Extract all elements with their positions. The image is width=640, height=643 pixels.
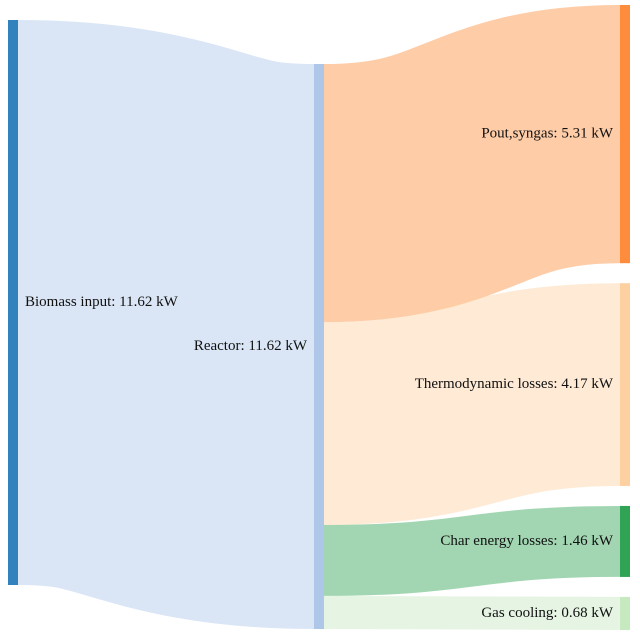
link [322, 283, 622, 525]
link [323, 505, 621, 596]
node [620, 505, 630, 577]
link [321, 5, 623, 323]
node-label: Reactor: 11.62 kW [194, 338, 308, 354]
node-label: Pout,syngas: 5.31 kW [481, 126, 614, 142]
node [620, 596, 630, 630]
node [620, 283, 630, 486]
node-label: Biomass input: 11.62 kW [25, 294, 179, 310]
node-label: Gas cooling: 0.68 kW [481, 605, 613, 621]
node-label: Char energy losses: 1.46 kW [440, 533, 613, 549]
node [314, 64, 324, 629]
link [13, 20, 319, 629]
node [620, 5, 630, 264]
link [323, 595, 621, 630]
node [8, 20, 18, 585]
node-label: Thermodynamic losses: 4.17 kW [415, 376, 614, 392]
